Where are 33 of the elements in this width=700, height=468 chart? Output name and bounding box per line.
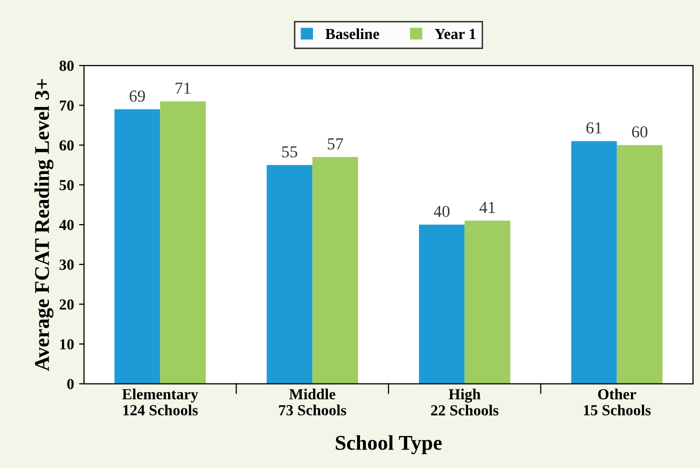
legend-label: Baseline bbox=[325, 28, 380, 40]
y-tick-label: 70 bbox=[60, 100, 74, 111]
y-tick-label: 80 bbox=[60, 60, 74, 71]
x-tick-label: Middle 73 Schools bbox=[279, 388, 346, 416]
data-label: 60 bbox=[632, 126, 648, 138]
x-axis-title: School Type bbox=[336, 435, 442, 454]
y-tick-label: 30 bbox=[60, 260, 74, 270]
x-tick-label: Elementary 124 Schools bbox=[122, 388, 198, 416]
x-tick-label: Other 15 Schools bbox=[584, 388, 651, 416]
y-axis-title: Average FCAT Reading Level 3+ bbox=[34, 79, 54, 371]
data-label: 69 bbox=[130, 90, 145, 102]
y-tick-label: 10 bbox=[60, 339, 74, 350]
y-tick-label: 40 bbox=[59, 220, 74, 230]
y-tick-label: 20 bbox=[60, 299, 74, 310]
bar bbox=[616, 145, 663, 384]
data-label: 71 bbox=[176, 82, 190, 94]
bar bbox=[114, 109, 160, 384]
bar bbox=[160, 101, 206, 384]
bar bbox=[464, 220, 510, 384]
y-tick-label: 60 bbox=[60, 140, 74, 151]
legend-label: Year 1 bbox=[434, 28, 476, 40]
y-tick-label: 50 bbox=[60, 180, 74, 190]
data-label: 57 bbox=[328, 138, 344, 150]
bar bbox=[266, 164, 312, 384]
x-tick-label: High 22 Schools bbox=[431, 388, 498, 416]
bar bbox=[312, 157, 358, 384]
bar bbox=[571, 141, 617, 384]
data-label: 41 bbox=[479, 202, 495, 213]
data-label: 61 bbox=[586, 122, 602, 134]
bar bbox=[418, 224, 465, 384]
data-label: 55 bbox=[282, 146, 298, 158]
data-label: 40 bbox=[434, 206, 450, 218]
y-tick-label: 0 bbox=[67, 378, 74, 390]
